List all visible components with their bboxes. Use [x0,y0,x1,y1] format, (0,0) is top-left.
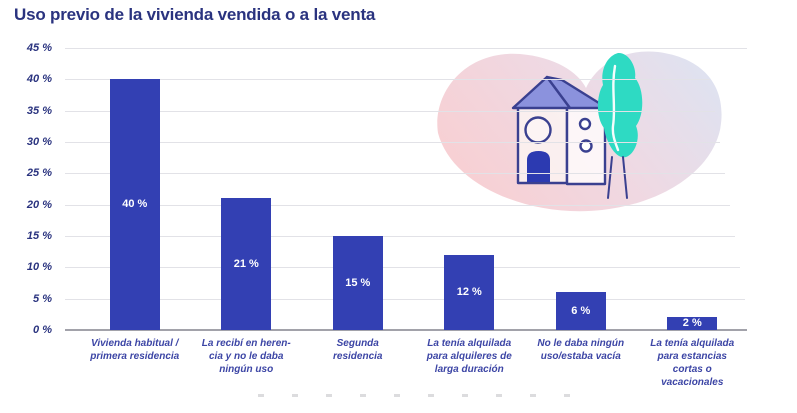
gridline [65,110,715,112]
y-tick-label: 15 % [26,230,52,242]
gridline [65,173,725,175]
small-window-icon [579,139,593,153]
x-category-label: La tenía alquilada para estancias cortas… [650,338,735,388]
bars-layer: 40 % 21 % 15 % 12 % 6 % 2 % [65,48,747,330]
y-tick-label: 45 % [26,42,52,54]
y-tick-label: 25 % [26,167,52,180]
tree-icon [597,52,643,199]
gridlines-layer [65,48,747,331]
y-axis: 45 % 40 % 35 % 30 % 25 % 20 % 15 % 10 % 5 % 0 % [0,42,58,336]
bar-value-label: 2 % [682,317,702,330]
gridline [65,204,730,206]
bar: 2 % [667,317,718,330]
bar-value-label: 12 % [456,285,482,298]
gridline [65,79,710,81]
y-tick-label: 5 % [33,292,52,305]
y-tick-label: 40 % [26,73,52,86]
x-category-label: La recibí en heren- cia y no le daba nin… [201,338,291,375]
bar: 12 % [444,254,495,330]
page-title: Uso previo de la vivienda vendida o a la… [14,5,376,24]
gridline [65,298,745,300]
gridline [65,236,735,237]
bar: 40 % [109,79,160,330]
bar: 21 % [221,198,272,330]
bar-value-label: 6 % [571,304,591,317]
bar: 15 % [332,236,383,330]
x-category-label: No le daba ningún uso/estaba vacía [537,338,625,362]
gridline [65,48,747,49]
gridline [65,142,720,143]
small-window-icon [578,117,592,131]
y-tick-label: 20 % [26,198,52,211]
x-category-label: Segunda residencia [333,338,383,362]
y-tick-label: 30 % [26,136,52,148]
y-tick-label: 10 % [26,261,52,274]
gridline [65,329,747,331]
plot-area: 40 % 21 % 15 % 12 % 6 % 2 % [65,48,747,331]
bar: 6 % [555,292,606,330]
x-category-label: Vivienda habitual / primera residencia [90,338,180,362]
clipped-text-remnant [258,394,588,397]
x-category-label: La tenía alquilada para alquileres de la… [426,338,512,375]
bar-value-label: 40 % [122,198,148,211]
y-tick-label: 35 % [26,104,52,117]
bar-value-label: 15 % [345,276,371,289]
bar-value-label: 21 % [233,257,259,270]
gridline [65,267,740,269]
y-tick-label: 0 % [33,324,52,336]
